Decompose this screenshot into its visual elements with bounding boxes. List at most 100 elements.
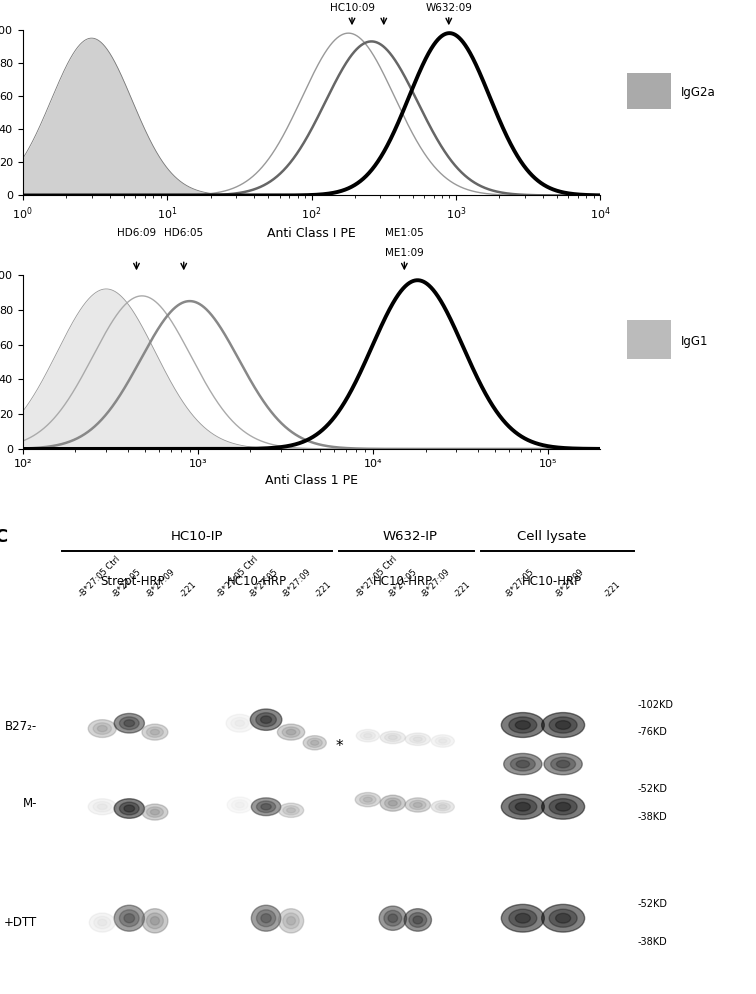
Ellipse shape [283,806,299,815]
Bar [627,73,671,109]
Text: HD6:05: HD6:05 [164,229,203,239]
Ellipse shape [510,757,535,771]
Ellipse shape [410,800,426,809]
Text: -B*27:09: -B*27:09 [144,567,177,599]
Text: ME1:05: ME1:05 [385,229,423,239]
Text: -B*27:05: -B*27:05 [503,567,536,599]
Text: Strept-HRP: Strept-HRP [101,575,165,587]
Text: -B*27:09: -B*27:09 [420,567,452,599]
Ellipse shape [142,909,168,933]
Ellipse shape [119,910,139,926]
Ellipse shape [278,803,304,817]
Ellipse shape [541,713,584,738]
Ellipse shape [435,737,451,746]
Ellipse shape [380,732,405,744]
Ellipse shape [389,736,397,740]
Ellipse shape [384,911,401,926]
Ellipse shape [409,912,426,927]
Ellipse shape [303,736,327,749]
Ellipse shape [142,724,168,741]
Text: -B*27:05 Ctrl: -B*27:05 Ctrl [77,555,122,599]
Ellipse shape [364,797,372,802]
Text: HC10:09: HC10:09 [330,3,374,13]
Text: -38KD: -38KD [637,936,667,946]
Ellipse shape [89,913,115,932]
Ellipse shape [307,739,322,747]
Ellipse shape [414,802,422,807]
Ellipse shape [119,717,139,730]
Ellipse shape [414,738,422,742]
Ellipse shape [256,713,277,727]
Ellipse shape [404,909,432,931]
Text: -221: -221 [314,580,333,599]
Text: ME1:09: ME1:09 [385,248,423,257]
Text: -52KD: -52KD [637,784,668,794]
Ellipse shape [516,913,531,923]
Ellipse shape [435,803,451,811]
Ellipse shape [549,910,577,927]
Text: +DTT: +DTT [4,916,37,929]
Ellipse shape [235,802,244,808]
Text: -B*27:05: -B*27:05 [248,567,280,599]
Ellipse shape [287,916,296,925]
X-axis label: Anti Class I PE: Anti Class I PE [267,228,356,241]
Ellipse shape [438,739,447,744]
Ellipse shape [114,906,144,931]
Ellipse shape [501,713,544,738]
Ellipse shape [277,724,305,741]
Ellipse shape [287,730,296,735]
Ellipse shape [544,753,582,774]
Text: M-: M- [23,797,37,810]
Ellipse shape [503,753,542,774]
Ellipse shape [361,732,376,740]
Ellipse shape [516,802,531,811]
Ellipse shape [431,800,454,813]
Ellipse shape [388,914,398,922]
Ellipse shape [278,909,304,933]
Ellipse shape [282,727,300,738]
Ellipse shape [88,720,116,738]
Text: Cell lysate: Cell lysate [517,531,587,544]
Text: IgG1: IgG1 [681,335,709,348]
Ellipse shape [256,910,276,926]
Ellipse shape [389,800,397,806]
Ellipse shape [251,798,280,816]
Text: -B*27:05: -B*27:05 [110,567,143,599]
Ellipse shape [509,798,537,815]
Ellipse shape [114,714,144,733]
Ellipse shape [231,800,248,810]
Text: *: * [336,739,343,753]
Text: IgG2a: IgG2a [681,86,716,99]
Ellipse shape [356,730,380,742]
Ellipse shape [364,734,372,738]
Ellipse shape [556,760,570,767]
Text: -B*27:05: -B*27:05 [386,567,419,599]
Ellipse shape [287,808,296,813]
Ellipse shape [550,757,575,771]
Ellipse shape [556,913,571,923]
Ellipse shape [549,798,577,815]
Ellipse shape [150,916,160,925]
Ellipse shape [147,727,163,738]
Ellipse shape [516,721,531,730]
Ellipse shape [231,718,249,729]
X-axis label: Anti Class 1 PE: Anti Class 1 PE [265,474,358,487]
Ellipse shape [385,734,401,742]
Ellipse shape [226,715,253,733]
Text: -B*27:09: -B*27:09 [553,567,586,599]
Ellipse shape [405,798,430,812]
Ellipse shape [147,807,163,817]
Text: -221: -221 [178,580,198,599]
Text: -52KD: -52KD [637,899,668,909]
Ellipse shape [549,717,577,734]
Ellipse shape [94,916,110,928]
Ellipse shape [541,905,584,932]
Ellipse shape [501,905,544,932]
Ellipse shape [88,799,116,815]
Ellipse shape [150,730,160,735]
Ellipse shape [150,809,160,815]
Text: -221: -221 [452,580,472,599]
Text: HC10-IP: HC10-IP [171,531,223,544]
Text: W632:09: W632:09 [426,3,472,13]
Ellipse shape [261,716,271,724]
